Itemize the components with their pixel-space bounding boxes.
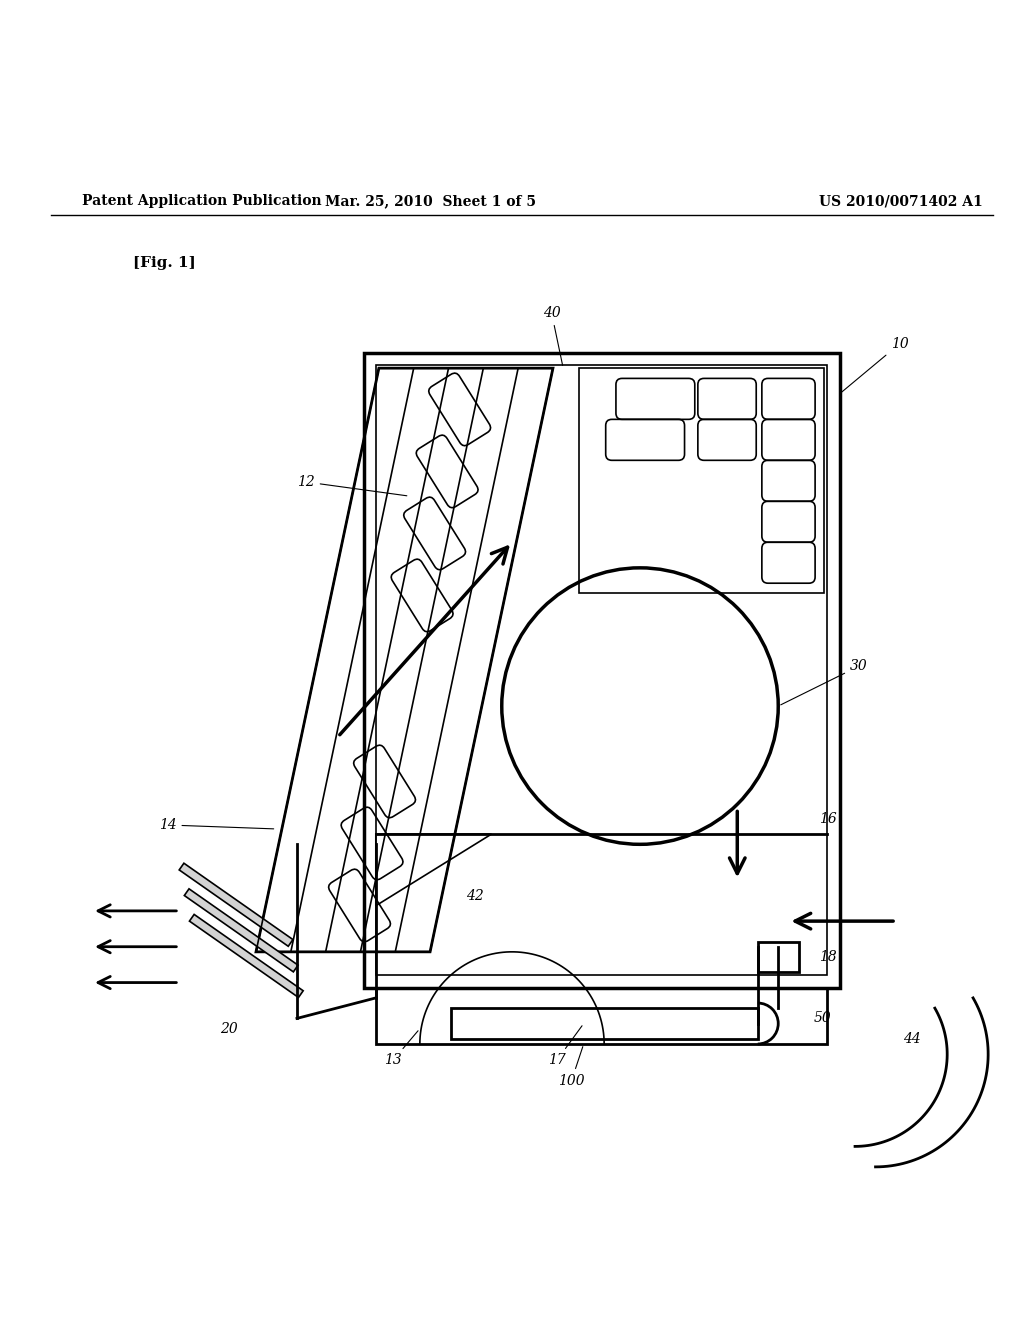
Text: 100: 100 xyxy=(558,1047,585,1088)
Text: 40: 40 xyxy=(543,306,562,366)
Text: 17: 17 xyxy=(548,1026,582,1068)
Text: 10: 10 xyxy=(842,337,908,392)
Text: 44: 44 xyxy=(903,1032,921,1045)
Polygon shape xyxy=(184,888,298,972)
Polygon shape xyxy=(179,863,293,946)
Text: [Fig. 1]: [Fig. 1] xyxy=(133,256,196,269)
Text: Patent Application Publication: Patent Application Publication xyxy=(82,194,322,209)
Text: 14: 14 xyxy=(159,818,273,832)
Text: 18: 18 xyxy=(819,950,837,964)
Text: 30: 30 xyxy=(780,659,867,705)
Text: 13: 13 xyxy=(384,1031,418,1068)
Text: 16: 16 xyxy=(819,812,837,826)
Text: US 2010/0071402 A1: US 2010/0071402 A1 xyxy=(819,194,983,209)
Text: 20: 20 xyxy=(220,1022,238,1036)
Text: Mar. 25, 2010  Sheet 1 of 5: Mar. 25, 2010 Sheet 1 of 5 xyxy=(325,194,536,209)
Text: 42: 42 xyxy=(466,888,483,903)
Text: 12: 12 xyxy=(297,475,407,496)
Polygon shape xyxy=(189,915,303,998)
Bar xyxy=(758,941,799,973)
Bar xyxy=(451,1008,758,1039)
Text: 50: 50 xyxy=(814,1011,831,1026)
